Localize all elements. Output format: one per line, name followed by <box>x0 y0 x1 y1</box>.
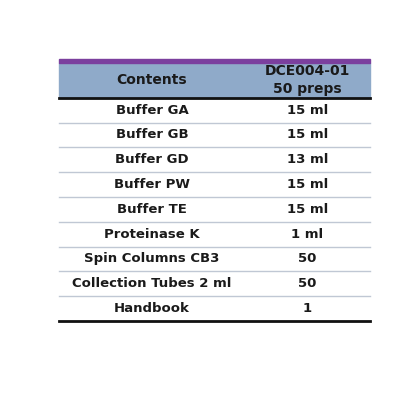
Bar <box>59 63 370 98</box>
Text: 15 ml: 15 ml <box>287 203 328 216</box>
Text: Contents: Contents <box>117 73 187 87</box>
Text: 1 ml: 1 ml <box>291 228 324 241</box>
Text: 1: 1 <box>303 302 312 315</box>
Text: 50: 50 <box>298 277 317 290</box>
Text: 15 ml: 15 ml <box>287 178 328 191</box>
Text: DCE004-01
50 preps: DCE004-01 50 preps <box>265 64 350 96</box>
Text: Spin Columns CB3: Spin Columns CB3 <box>84 252 220 266</box>
Text: 15 ml: 15 ml <box>287 129 328 141</box>
Text: Handbook: Handbook <box>114 302 190 315</box>
Text: Proteinase K: Proteinase K <box>104 228 200 241</box>
Text: Collection Tubes 2 ml: Collection Tubes 2 ml <box>72 277 232 290</box>
Text: Buffer GD: Buffer GD <box>115 153 189 166</box>
Bar <box>59 59 370 63</box>
Text: Buffer PW: Buffer PW <box>114 178 190 191</box>
Text: 13 ml: 13 ml <box>287 153 328 166</box>
Text: Buffer GB: Buffer GB <box>116 129 189 141</box>
Text: 15 ml: 15 ml <box>287 104 328 117</box>
Text: 50: 50 <box>298 252 317 266</box>
Text: Buffer GA: Buffer GA <box>116 104 189 117</box>
Text: Buffer TE: Buffer TE <box>117 203 187 216</box>
